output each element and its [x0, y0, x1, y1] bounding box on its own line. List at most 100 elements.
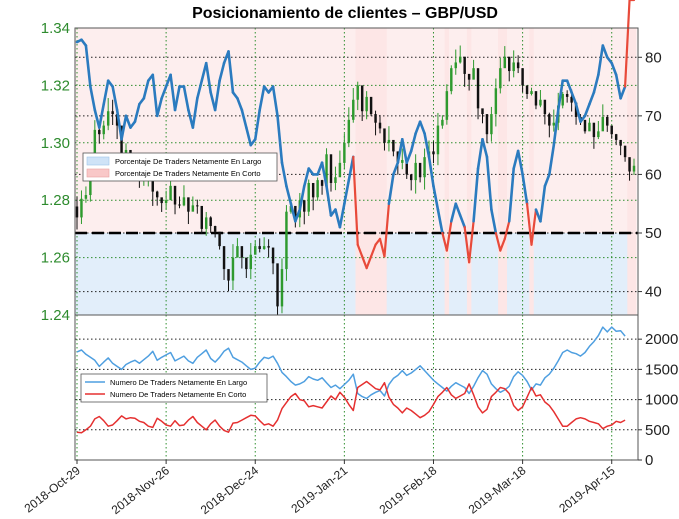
candle-down [383, 128, 386, 151]
candle-body [182, 197, 186, 206]
candle-down [98, 126, 101, 144]
band-long [253, 233, 258, 315]
band-long [132, 233, 138, 315]
band-short [524, 28, 530, 233]
candle-down [75, 196, 79, 230]
band-short [79, 28, 85, 233]
band-long [88, 233, 93, 315]
candle-body [458, 56, 462, 63]
net-long-pct-segment [271, 85, 279, 118]
count-tick-label: 0 [645, 452, 653, 469]
candle-up [387, 126, 391, 152]
candle-up [236, 238, 239, 258]
candle-body [369, 96, 373, 115]
candle-down [508, 56, 511, 82]
candle-body [467, 73, 471, 80]
band-long [141, 233, 147, 315]
candle-body [521, 68, 524, 86]
band-short [297, 28, 303, 233]
net-long-pct-segment [565, 79, 573, 94]
candle-body [316, 180, 319, 198]
band-long [199, 233, 205, 315]
net-long-pct-segment [298, 184, 306, 211]
candle-body [614, 134, 618, 140]
percentage-tick-label: 60 [645, 166, 662, 183]
band-short [88, 28, 93, 233]
band-short [293, 28, 298, 233]
traders-count-panel: 0 500 1000 1500 2000 Numero De Traders Netam… [74, 314, 678, 469]
band-short [618, 28, 624, 233]
net-long-pct-segment [521, 173, 529, 206]
band-long [431, 233, 437, 315]
net-long-pct-segment [463, 226, 471, 264]
net-long-pct-segment [530, 208, 538, 246]
candle-up [632, 158, 636, 175]
candle-body [231, 257, 235, 281]
candle-body [164, 200, 168, 204]
candle-body [204, 217, 208, 229]
net-long-pct-segment [418, 120, 426, 135]
net-long-percentage-line [75, 0, 636, 270]
net-long-pct-segment [387, 173, 395, 206]
band-short [440, 28, 446, 233]
candle-body [124, 149, 128, 155]
band-short [520, 28, 526, 233]
net-long-pct-segment [445, 220, 453, 252]
net-long-pct-segment [97, 102, 106, 129]
band-long [208, 233, 214, 315]
band-short [132, 28, 138, 233]
band-short [444, 28, 450, 315]
band-long [440, 233, 446, 315]
candle-body [623, 145, 627, 158]
candle-up [458, 45, 462, 64]
band-long [591, 233, 597, 315]
band-short [105, 28, 111, 233]
band-long [203, 233, 209, 315]
candle-down [476, 68, 480, 120]
candle-body [249, 254, 253, 270]
candle-down [227, 269, 230, 292]
net-long-pct-segment [409, 132, 417, 153]
band-long [386, 233, 392, 315]
candle-body [200, 205, 203, 229]
band-short [368, 28, 374, 315]
candle-body [588, 122, 591, 132]
band-long [613, 233, 619, 315]
net-long-pct-segment [227, 50, 235, 94]
band-short [471, 28, 477, 233]
candle-body [111, 111, 114, 115]
candle-up [249, 242, 253, 280]
legend-swatch-long [86, 156, 110, 166]
band-long [190, 233, 196, 315]
candle-body [597, 131, 600, 138]
net-long-pct-segment [570, 91, 578, 106]
band-long [83, 233, 89, 315]
candle-down [160, 197, 163, 212]
net-long-pct-segment [450, 202, 458, 223]
candle-down [209, 216, 212, 233]
candle-body [280, 269, 284, 307]
band-long [556, 233, 561, 315]
band-long [74, 233, 80, 315]
candle-body [409, 174, 413, 181]
band-long [605, 233, 610, 315]
candle-up [231, 244, 235, 291]
net-long-pct-segment [142, 79, 150, 100]
candle-down [481, 108, 484, 124]
candle-down [592, 122, 596, 149]
net-long-pct-segment [182, 85, 190, 112]
band-long [297, 233, 303, 315]
band-long [239, 233, 245, 315]
candle-body [628, 157, 631, 172]
candle-body [485, 114, 489, 135]
candle-down [485, 114, 489, 144]
band-short [235, 28, 241, 233]
count-tick-label: 1000 [645, 392, 678, 409]
candle-up [307, 179, 310, 216]
net-long-pct-segment [115, 108, 123, 141]
band-long [324, 233, 330, 315]
candle-body [632, 165, 636, 172]
band-short [159, 28, 165, 233]
net-long-pct-segment [432, 184, 440, 211]
net-long-pct-segment [294, 208, 302, 223]
